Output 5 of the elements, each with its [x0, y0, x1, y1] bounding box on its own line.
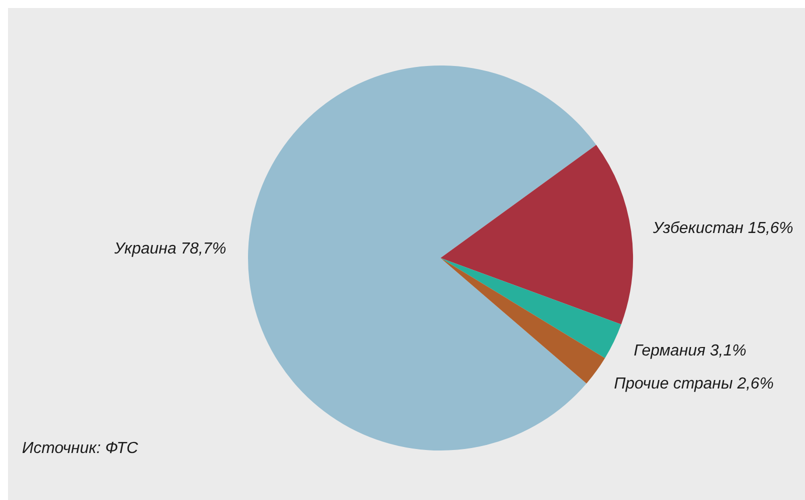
slice-label: Германия 3,1% — [634, 342, 746, 360]
slice-label: Узбекистан 15,6% — [652, 220, 794, 237]
slice-label: Прочие страны 2,6% — [614, 376, 774, 393]
slice-label: Украина 78,7% — [113, 240, 226, 258]
text: Источник: ФТС — [22, 440, 138, 458]
